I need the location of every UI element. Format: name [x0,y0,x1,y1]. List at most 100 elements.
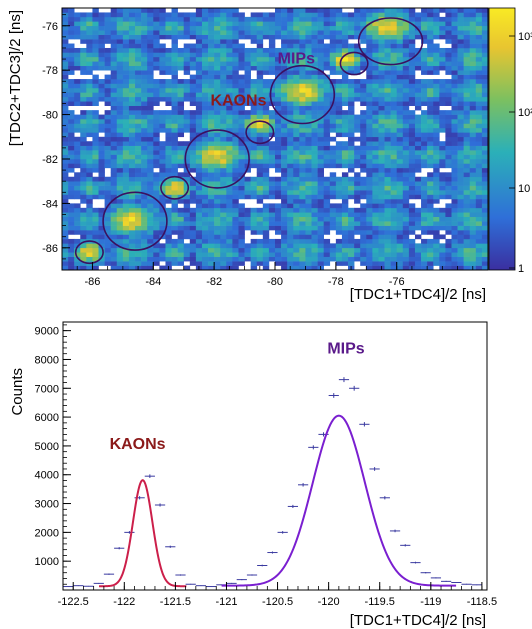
heatmap-cell [220,212,227,218]
heatmap-cell [147,207,154,213]
heatmap-cell [220,238,227,244]
heatmap-cell [481,127,488,133]
heatmap-cell [183,70,191,75]
heatmap-cell [414,25,422,31]
heatmap-cell [348,154,355,160]
heatmap-cell [299,190,306,195]
heatmap-cell [226,163,233,169]
heatmap-cell [147,101,154,106]
heatmap-cell [268,56,276,62]
heatmap-cell [116,47,124,53]
heatmap-cell [80,12,87,18]
heatmap-cell [177,16,185,22]
heatmap-cell [122,154,130,160]
heatmap-cell [177,12,185,18]
cluster-ellipse [269,64,336,125]
heatmap-cell [287,256,294,262]
heatmap-cell [305,198,312,204]
heatmap-cell [378,198,385,204]
heatmap-cell [68,123,75,129]
heatmap-cell [159,145,166,151]
heatmap-cell [360,230,367,235]
heatmap-cell [451,30,458,35]
heatmap-cell [74,256,81,262]
heatmap-cell [317,8,324,13]
heatmap-cell [396,265,404,270]
heatmap-cell [372,225,379,231]
heatmap-cell [153,207,160,213]
heatmap-cell [421,65,428,71]
heatmap-cell [165,141,172,146]
heatmap-cell [268,25,276,31]
heatmap-cell [201,132,209,138]
heatmap-cell [390,234,398,240]
heatmap-cell [232,163,239,169]
heatmap-cell [238,30,245,35]
heatmap-cell [469,47,477,53]
heatmap-cell [141,163,148,169]
heatmap-cell [421,256,428,262]
heatmap-cell [451,12,458,18]
heatmap-cell [475,172,483,178]
heatmap-cell [378,39,385,44]
heatmap-cell [299,176,306,182]
heatmap-cell [311,110,318,115]
heatmap-cell [262,194,270,200]
heatmap-cell [68,216,75,222]
heatmap-cell [275,230,282,235]
heatmap-cell [214,265,221,270]
heatmap-cell [360,141,367,146]
heatmap-cell [421,247,428,253]
heatmap-cell [226,105,233,111]
heatmap-cell [80,30,87,35]
heatmap-cell [360,39,367,44]
heatmap-cell [201,145,209,151]
heatmap-cell [122,181,130,186]
heatmap-cell [165,256,172,262]
heatmap-x-tick-label: -82 [206,276,222,288]
heatmap-cell [92,43,99,49]
heatmap-cell [439,34,446,40]
heatmap-cell [147,230,154,235]
heatmap-cell [402,252,410,257]
heatmap-cell [153,256,160,262]
heatmap-cell [220,145,227,151]
heatmap-cell [390,87,398,93]
heatmap-cell [171,221,178,226]
heatmap-cell [408,172,416,178]
heatmap-cell [208,172,215,178]
heatmap-cell [311,243,318,249]
heatmap-cell [153,25,160,31]
heatmap-cell [414,56,422,62]
heatmap-cell [116,92,124,98]
heatmap-cell [74,238,81,244]
heatmap-cell [427,25,434,31]
heatmap-cell [341,238,349,244]
heatmap-cell [311,43,318,49]
heatmap-cell [141,190,148,195]
heatmap-cell [348,92,355,98]
heatmap-cell [195,74,203,80]
heatmap-cell [214,261,221,266]
heatmap-cell [408,132,416,138]
heatmap-cell [159,127,166,133]
heatmap-cell [445,172,452,178]
heatmap-cell [262,127,270,133]
heatmap-cell [427,16,434,22]
heatmap-cell [110,216,118,222]
heatmap-cell [135,87,142,93]
heatmap-cell [189,230,197,235]
heatmap-cell [457,87,464,93]
heatmap-cell [201,65,209,71]
heatmap-cell [287,34,294,40]
heatmap-cell [68,230,75,235]
heatmap-cell [153,198,160,204]
heatmap-cell [226,101,233,106]
heatmap-cell [135,8,142,13]
heatmap-cell [335,256,343,262]
heatmap-cell [110,203,118,209]
heatmap-cell [68,225,75,231]
heatmap-cell [372,167,379,173]
heatmap-cell [147,92,154,98]
histogram-label-kaons: KAONs [110,436,166,453]
